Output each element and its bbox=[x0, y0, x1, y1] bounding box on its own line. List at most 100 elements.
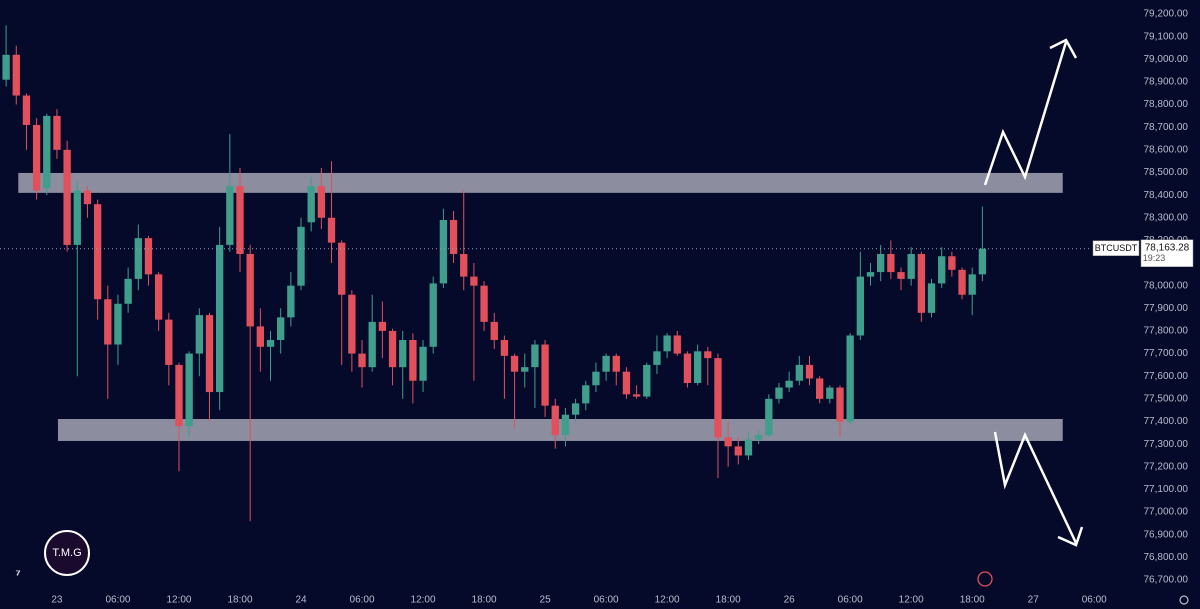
candle-body bbox=[439, 220, 448, 284]
candle-body bbox=[409, 339, 417, 381]
down-arrow-head bbox=[1057, 526, 1084, 547]
x-tick-label: 06:00 bbox=[594, 595, 619, 606]
symbol-tag bbox=[1092, 240, 1140, 256]
x-tick-label: 12:00 bbox=[655, 595, 680, 606]
candle-body bbox=[510, 355, 519, 372]
y-tick-label: 77,500.00 bbox=[1144, 393, 1189, 404]
candle-body bbox=[22, 95, 31, 125]
x-tick-label: 23 bbox=[51, 595, 63, 606]
candle-body bbox=[429, 283, 437, 347]
candle-body bbox=[968, 274, 976, 295]
candles bbox=[2, 25, 987, 522]
candle-body bbox=[836, 387, 844, 422]
candle-body bbox=[622, 371, 631, 395]
y-tick-label: 77,900.00 bbox=[1144, 303, 1189, 314]
y-tick-label: 78,700.00 bbox=[1144, 122, 1189, 133]
candle-body bbox=[205, 315, 214, 393]
candle-body bbox=[632, 394, 641, 397]
candle-body bbox=[704, 351, 712, 359]
x-tick-label: 12:00 bbox=[899, 595, 924, 606]
candle-body bbox=[938, 256, 946, 284]
y-tick-label: 78,900.00 bbox=[1144, 77, 1189, 88]
candle-body bbox=[571, 403, 580, 415]
candle-body bbox=[114, 303, 122, 345]
candle-body bbox=[897, 272, 905, 279]
x-tick-label: 18:00 bbox=[960, 595, 985, 606]
x-tick-label: 27 bbox=[1028, 595, 1040, 606]
candle-body bbox=[602, 355, 610, 372]
candle-body bbox=[948, 256, 956, 270]
x-tick-label: 06:00 bbox=[350, 595, 375, 606]
candle-body bbox=[378, 321, 387, 331]
candle-body bbox=[236, 186, 244, 254]
y-tick-label: 77,000.00 bbox=[1144, 507, 1189, 518]
y-tick-label: 78,400.00 bbox=[1144, 190, 1189, 201]
candle-body bbox=[531, 344, 539, 368]
candle-body bbox=[775, 387, 783, 399]
x-tick-label: 06:00 bbox=[838, 595, 863, 606]
y-tick-label: 79,100.00 bbox=[1144, 31, 1189, 42]
candle-body bbox=[277, 317, 285, 340]
candle-body bbox=[73, 190, 81, 245]
candle-body bbox=[93, 204, 102, 300]
zone bbox=[57, 419, 1063, 441]
x-tick-label: 12:00 bbox=[166, 595, 191, 606]
x-tick-label: 12:00 bbox=[411, 595, 436, 606]
last-price-label: 78,163.28 bbox=[1145, 242, 1190, 253]
candle-body bbox=[327, 217, 336, 243]
candle-body bbox=[521, 367, 529, 372]
candle-body bbox=[663, 335, 671, 352]
candle-body bbox=[958, 269, 966, 295]
candle-body bbox=[978, 248, 987, 275]
candle-body bbox=[185, 353, 193, 427]
candle-body bbox=[754, 435, 763, 440]
up-arrow-head bbox=[1049, 38, 1078, 59]
candle-body bbox=[927, 283, 936, 313]
y-tick-label: 79,000.00 bbox=[1144, 54, 1189, 65]
x-tick-label: 26 bbox=[784, 595, 796, 606]
candle-body bbox=[480, 285, 488, 322]
candle-body bbox=[266, 339, 275, 347]
candle-body bbox=[63, 149, 71, 245]
candle-body bbox=[805, 364, 814, 379]
candle-body bbox=[866, 272, 875, 277]
candle-body bbox=[714, 358, 722, 438]
y-tick-label: 76,900.00 bbox=[1144, 529, 1189, 540]
candle-body bbox=[83, 190, 92, 205]
candle-body bbox=[134, 238, 142, 279]
candle-body bbox=[368, 321, 376, 368]
x-tick-label: 06:00 bbox=[105, 595, 130, 606]
candle-body bbox=[256, 326, 264, 347]
lightning-icon bbox=[977, 571, 993, 587]
candle-body bbox=[551, 405, 559, 436]
tv-logo: ⁷ bbox=[15, 566, 20, 581]
settings-icon bbox=[1179, 595, 1189, 605]
candle-body bbox=[338, 242, 346, 295]
arrows bbox=[983, 38, 1084, 547]
candle-body bbox=[12, 54, 20, 96]
candle-body bbox=[592, 371, 600, 386]
candle-body bbox=[165, 319, 173, 365]
candle-body bbox=[419, 346, 427, 381]
candle-body bbox=[470, 276, 478, 286]
y-tick-label: 78,000.00 bbox=[1144, 280, 1189, 291]
candle-body bbox=[744, 439, 753, 456]
candle-body bbox=[216, 244, 224, 393]
candle-body bbox=[490, 321, 498, 340]
logo-text: T.M.G bbox=[52, 547, 81, 559]
y-tick-label: 77,300.00 bbox=[1144, 439, 1189, 450]
candle-body bbox=[348, 294, 356, 354]
logo: T.M.G ⁷ bbox=[15, 530, 90, 581]
x-tick-label: 18:00 bbox=[472, 595, 497, 606]
y-tick-label: 77,200.00 bbox=[1144, 461, 1189, 472]
y-tick-label: 78,300.00 bbox=[1144, 212, 1189, 223]
candle-body bbox=[43, 115, 51, 189]
candle-body bbox=[816, 378, 824, 399]
candle-body bbox=[144, 238, 153, 275]
y-tick-label: 78,800.00 bbox=[1144, 99, 1189, 110]
candle-body bbox=[653, 351, 661, 365]
candle-body bbox=[358, 353, 366, 368]
